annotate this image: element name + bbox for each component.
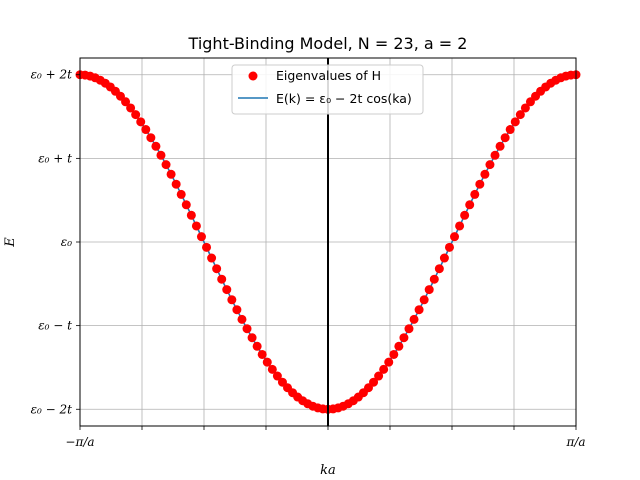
eigenvalue-point bbox=[237, 314, 247, 324]
chart-title: Tight-Binding Model, N = 23, a = 2 bbox=[188, 34, 468, 53]
eigenvalue-point bbox=[166, 169, 176, 179]
eigenvalue-point bbox=[515, 110, 525, 120]
eigenvalue-point bbox=[161, 160, 171, 170]
eigenvalue-point bbox=[419, 295, 429, 305]
eigenvalue-point bbox=[131, 110, 141, 120]
eigenvalue-point bbox=[379, 364, 389, 374]
eigenvalue-point bbox=[434, 264, 444, 274]
legend: Eigenvalues of H E(k) = ε₀ − 2t cos(ka) bbox=[231, 64, 424, 115]
eigenvalue-point bbox=[485, 160, 495, 170]
y-tick-label: ε₀ + 2t bbox=[31, 68, 73, 82]
x-tick-label: π/a bbox=[565, 435, 585, 449]
eigenvalue-point bbox=[399, 333, 409, 343]
eigenvalue-point bbox=[389, 349, 399, 359]
legend-label-line: E(k) = ε₀ − 2t cos(ka) bbox=[276, 91, 412, 106]
eigenvalue-point bbox=[369, 377, 379, 387]
legend-label-points: Eigenvalues of H bbox=[276, 68, 381, 83]
eigenvalue-point bbox=[460, 210, 470, 220]
eigenvalue-point bbox=[444, 242, 454, 252]
eigenvalue-point bbox=[242, 324, 252, 334]
eigenvalue-point bbox=[181, 200, 191, 210]
eigenvalue-point bbox=[470, 189, 480, 199]
legend-box bbox=[231, 64, 424, 115]
eigenvalue-point bbox=[227, 295, 237, 305]
y-tick-label: ε₀ + t bbox=[38, 151, 72, 165]
eigenvalue-point bbox=[505, 125, 515, 135]
eigenvalue-point bbox=[272, 371, 282, 381]
eigenvalue-point bbox=[414, 305, 424, 315]
eigenvalue-point bbox=[146, 133, 156, 143]
eigenvalue-point bbox=[409, 314, 419, 324]
y-ticks: ε₀ + 2t ε₀ + t ε₀ ε₀ − t ε₀ − 2t bbox=[31, 68, 80, 416]
x-tick-label: −π/a bbox=[65, 435, 94, 449]
eigenvalue-point bbox=[262, 357, 272, 367]
eigenvalue-point bbox=[207, 253, 217, 263]
eigenvalue-point bbox=[151, 141, 161, 151]
eigenvalue-point bbox=[257, 349, 267, 359]
eigenvalue-point bbox=[450, 232, 460, 242]
eigenvalue-point bbox=[176, 189, 186, 199]
eigenvalue-point bbox=[212, 264, 222, 274]
y-tick-label: ε₀ − t bbox=[38, 319, 72, 333]
eigenvalue-point bbox=[202, 242, 212, 252]
eigenvalue-point bbox=[394, 341, 404, 351]
eigenvalue-point bbox=[490, 150, 500, 160]
eigenvalue-point bbox=[232, 305, 242, 315]
eigenvalue-points-layer bbox=[75, 70, 581, 414]
eigenvalue-point bbox=[404, 324, 414, 334]
eigenvalue-point bbox=[217, 274, 227, 284]
eigenvalue-point bbox=[520, 103, 530, 113]
eigenvalue-point bbox=[156, 150, 166, 160]
eigenvalue-point bbox=[455, 221, 465, 231]
x-ticks: −π/a π/a bbox=[65, 426, 586, 449]
eigenvalue-point bbox=[475, 179, 485, 189]
x-axis-label: ka bbox=[320, 463, 336, 478]
y-tick-label: ε₀ bbox=[61, 235, 72, 249]
eigenvalue-point bbox=[141, 125, 151, 135]
eigenvalue-point bbox=[247, 333, 257, 343]
eigenvalue-point bbox=[186, 210, 196, 220]
eigenvalue-point bbox=[429, 274, 439, 284]
eigenvalue-point bbox=[191, 221, 201, 231]
y-tick-label: ε₀ − 2t bbox=[31, 402, 73, 416]
eigenvalue-point bbox=[480, 169, 490, 179]
eigenvalue-point bbox=[439, 253, 449, 263]
eigenvalue-point bbox=[171, 179, 181, 189]
eigenvalue-point bbox=[424, 285, 434, 295]
eigenvalue-point bbox=[374, 371, 384, 381]
eigenvalue-point bbox=[465, 200, 475, 210]
eigenvalue-point bbox=[267, 364, 277, 374]
eigenvalue-point bbox=[126, 103, 136, 113]
eigenvalue-point bbox=[384, 357, 394, 367]
legend-marker-points bbox=[248, 71, 258, 81]
eigenvalue-point bbox=[495, 141, 505, 151]
eigenvalue-point bbox=[121, 97, 131, 107]
eigenvalue-point bbox=[500, 133, 510, 143]
eigenvalue-point bbox=[136, 117, 146, 127]
eigenvalue-point bbox=[252, 341, 262, 351]
eigenvalue-point bbox=[222, 285, 232, 295]
eigenvalue-point bbox=[196, 232, 206, 242]
eigenvalue-point bbox=[510, 117, 520, 127]
y-axis-label: E bbox=[3, 237, 18, 248]
